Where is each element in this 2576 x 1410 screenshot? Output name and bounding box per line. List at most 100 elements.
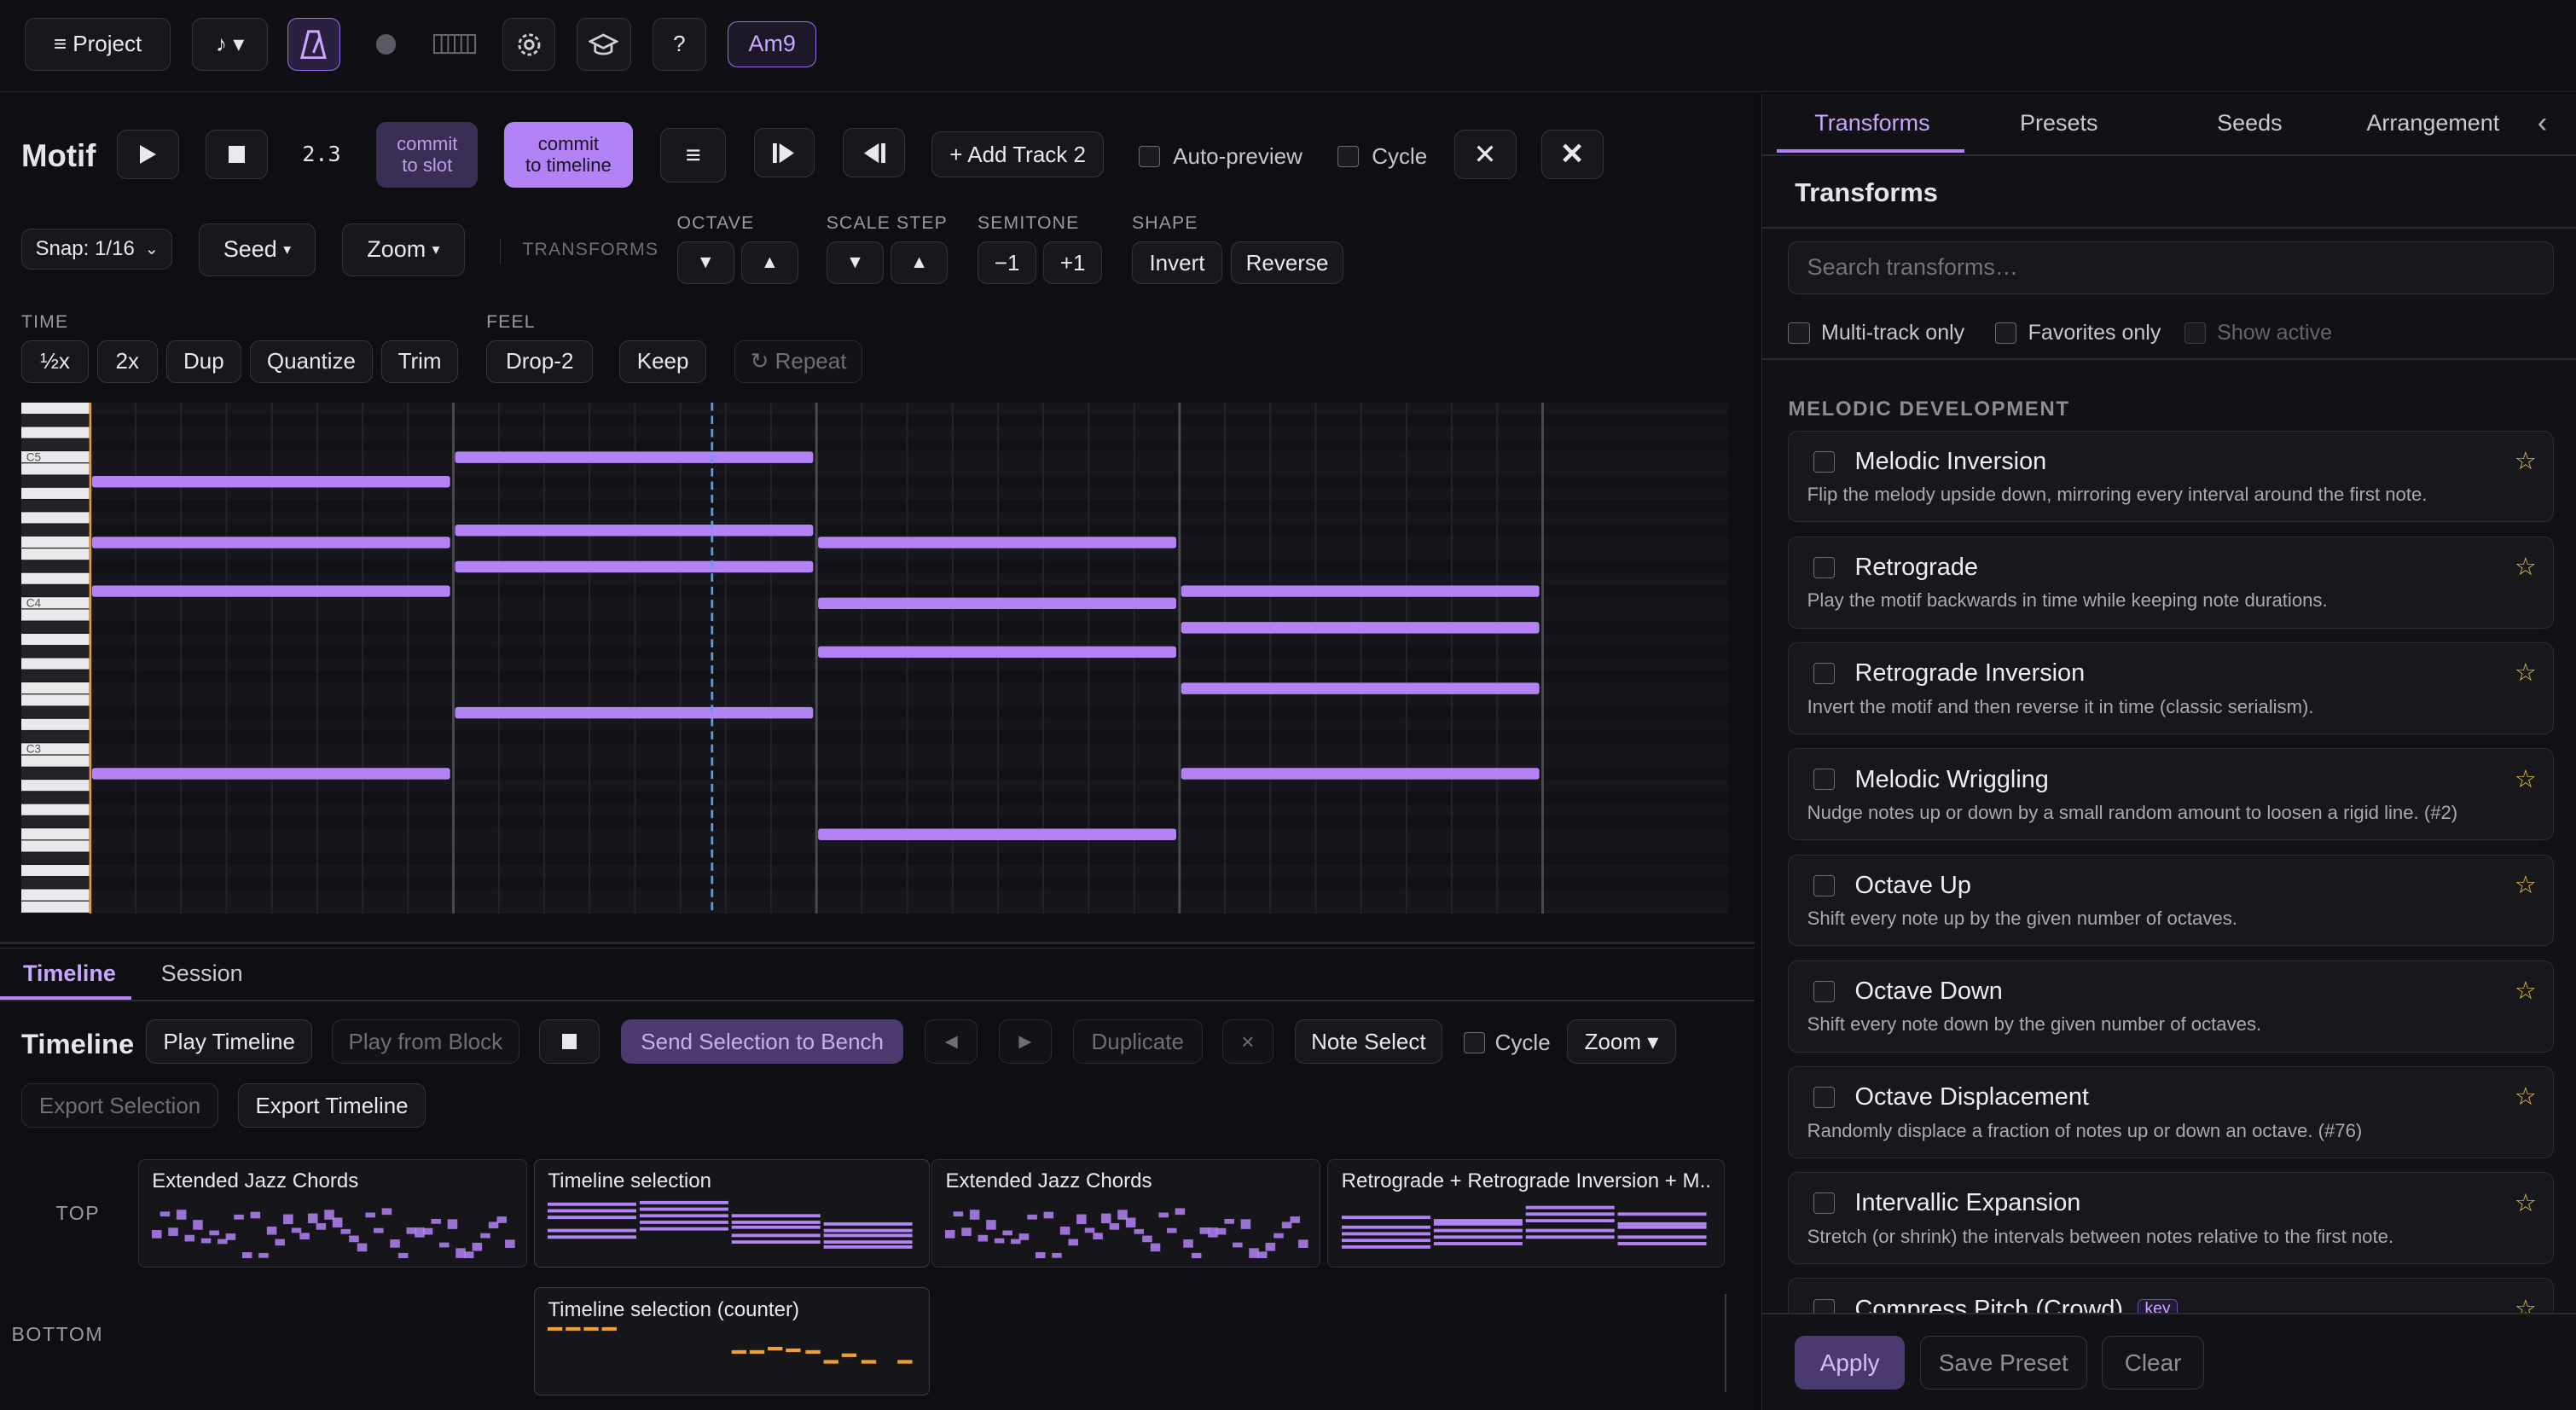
seed-dropdown[interactable]: Seed ▾ bbox=[199, 223, 316, 276]
piano-key[interactable] bbox=[21, 524, 90, 536]
cycle-toggle[interactable]: Cycle bbox=[1337, 143, 1427, 170]
quantize-button[interactable]: Quantize bbox=[249, 339, 374, 383]
piano-key[interactable] bbox=[21, 646, 90, 658]
step-back-button[interactable] bbox=[843, 128, 906, 177]
piano-key[interactable] bbox=[21, 499, 90, 512]
play-from-block-button[interactable]: Play from Block bbox=[332, 1019, 519, 1065]
note[interactable] bbox=[818, 537, 1177, 548]
piano-key[interactable] bbox=[21, 572, 90, 584]
tab-transforms[interactable]: Transforms bbox=[1814, 110, 1930, 136]
star-icon[interactable]: ☆ bbox=[2514, 554, 2537, 582]
commit-to-timeline-button[interactable]: commit to timeline bbox=[504, 121, 633, 188]
piano-key[interactable] bbox=[21, 438, 90, 450]
nudge-left-button[interactable]: ◀ bbox=[925, 1019, 978, 1065]
piano-key[interactable] bbox=[21, 426, 90, 438]
piano-key[interactable] bbox=[21, 730, 90, 743]
transform-card[interactable]: Compress Pitch (Crowd) ☆ key bbox=[1788, 1278, 2554, 1313]
piano-key[interactable] bbox=[21, 815, 90, 827]
timeline-block[interactable]: Retrograde + Retrograde Inversion + M... bbox=[1327, 1158, 1726, 1268]
transform-card[interactable]: Octave Displacement Randomly displace a f… bbox=[1788, 1065, 2554, 1158]
favorites-checkbox[interactable] bbox=[1995, 322, 2017, 344]
play-button[interactable] bbox=[116, 130, 179, 179]
transform-checkbox[interactable] bbox=[1813, 1087, 1836, 1109]
semitone-up-button[interactable]: +1 bbox=[1043, 241, 1103, 285]
transforms-list[interactable]: MELODIC DEVELOPMENT Melodic Inversion Fli… bbox=[1762, 360, 2576, 1313]
timeline-stop-button[interactable] bbox=[538, 1019, 600, 1065]
piano-key[interactable] bbox=[21, 828, 90, 840]
transform-card[interactable]: Octave Up Shift every note up by the give… bbox=[1788, 854, 2554, 947]
tab-presets[interactable]: Presets bbox=[2020, 110, 2098, 136]
keep-button[interactable]: Keep bbox=[619, 339, 707, 383]
piano-key[interactable] bbox=[21, 718, 90, 730]
note[interactable] bbox=[1181, 682, 1540, 694]
piano-key[interactable] bbox=[21, 779, 90, 792]
note[interactable] bbox=[1181, 585, 1540, 597]
piano-key[interactable] bbox=[21, 415, 90, 426]
piano-key[interactable] bbox=[21, 512, 90, 524]
note[interactable] bbox=[818, 597, 1177, 609]
piano-key[interactable] bbox=[21, 901, 90, 913]
record-button[interactable] bbox=[360, 18, 413, 71]
piano-key[interactable] bbox=[21, 743, 90, 755]
piano-key[interactable] bbox=[21, 682, 90, 693]
piano-key[interactable] bbox=[21, 877, 90, 889]
help-button[interactable]: ? bbox=[652, 18, 707, 71]
transform-card[interactable]: Melodic Inversion Flip the melody upside … bbox=[1788, 430, 2554, 523]
tab-seeds[interactable]: Seeds bbox=[2217, 110, 2283, 136]
menu-button[interactable]: ≡ bbox=[660, 128, 727, 183]
piano-key[interactable] bbox=[21, 792, 90, 804]
search-transforms-input[interactable] bbox=[1788, 241, 2554, 294]
piano-key[interactable] bbox=[21, 694, 90, 706]
star-icon[interactable]: ☆ bbox=[2514, 447, 2537, 475]
note[interactable] bbox=[818, 646, 1177, 658]
timeline-block[interactable]: Timeline selection (counter) bbox=[533, 1287, 931, 1396]
show-active-filter[interactable]: Show active bbox=[2184, 321, 2332, 345]
note[interactable] bbox=[455, 524, 814, 537]
star-icon[interactable]: ☆ bbox=[2514, 871, 2537, 899]
piano-key[interactable] bbox=[21, 804, 90, 815]
note[interactable] bbox=[1181, 768, 1540, 780]
piano-key[interactable] bbox=[21, 597, 90, 609]
clear-motif-button[interactable]: ✕ bbox=[1540, 130, 1604, 179]
piano-key[interactable] bbox=[21, 450, 90, 463]
favorites-filter[interactable]: Favorites only bbox=[1995, 321, 2161, 345]
metronome-button[interactable] bbox=[287, 18, 340, 71]
transform-checkbox[interactable] bbox=[1813, 769, 1836, 791]
learn-button[interactable] bbox=[577, 18, 631, 71]
tab-timeline[interactable]: Timeline bbox=[22, 960, 116, 986]
note[interactable] bbox=[91, 475, 450, 488]
piano-key[interactable] bbox=[21, 767, 90, 779]
collapse-panel-button[interactable]: ‹ bbox=[2537, 107, 2548, 140]
transform-card[interactable]: Melodic Wriggling Nudge notes up or down … bbox=[1788, 748, 2554, 841]
remove-block-button[interactable]: × bbox=[1221, 1019, 1273, 1065]
piano-key[interactable] bbox=[21, 864, 90, 876]
chord-badge[interactable]: Am9 bbox=[728, 21, 817, 67]
piano-key[interactable] bbox=[21, 706, 90, 718]
nudge-right-button[interactable]: ▶ bbox=[999, 1019, 1052, 1065]
half-time-button[interactable]: ½x bbox=[21, 339, 89, 383]
drop-2-button[interactable]: Drop-2 bbox=[486, 339, 594, 383]
reverse-button[interactable]: Reverse bbox=[1230, 241, 1344, 285]
octave-up-button[interactable]: ▲ bbox=[740, 241, 799, 285]
resize-handle[interactable] bbox=[0, 941, 1755, 945]
auto-preview-toggle[interactable]: Auto-preview bbox=[1138, 143, 1303, 170]
piano-key[interactable] bbox=[21, 463, 90, 475]
piano-key[interactable] bbox=[21, 621, 90, 633]
piano-key[interactable] bbox=[21, 475, 90, 487]
star-icon[interactable]: ☆ bbox=[2514, 765, 2537, 793]
transform-checkbox[interactable] bbox=[1813, 1192, 1836, 1215]
transform-checkbox[interactable] bbox=[1813, 663, 1836, 685]
scale-step-down-button[interactable]: ▼ bbox=[826, 241, 885, 285]
transform-card[interactable]: Intervallic Expansion Stretch (or shrink)… bbox=[1788, 1172, 2554, 1265]
star-icon[interactable]: ☆ bbox=[2514, 659, 2537, 688]
note[interactable] bbox=[455, 706, 814, 719]
timeline-block[interactable]: Timeline selection bbox=[533, 1158, 931, 1268]
transform-checkbox[interactable] bbox=[1813, 874, 1836, 896]
star-icon[interactable]: ☆ bbox=[2514, 1295, 2537, 1313]
commit-to-slot-button[interactable]: commit to slot bbox=[376, 121, 479, 188]
transform-checkbox[interactable] bbox=[1813, 980, 1836, 1002]
project-menu-button[interactable]: ≡ Project bbox=[24, 18, 171, 71]
trim-button[interactable]: Trim bbox=[380, 339, 459, 383]
transform-checkbox[interactable] bbox=[1813, 450, 1836, 473]
send-to-bench-button[interactable]: Send Selection to Bench bbox=[621, 1019, 904, 1065]
